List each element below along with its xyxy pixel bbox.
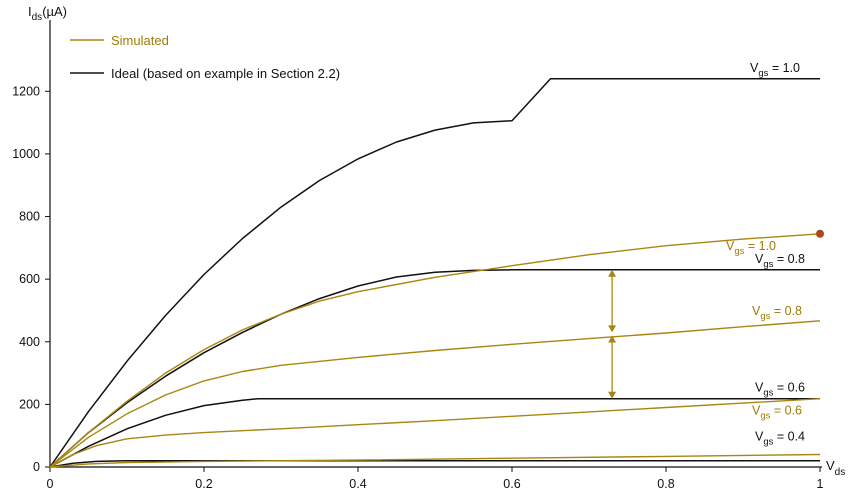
curve-label-value: = 0.8	[773, 252, 805, 266]
simulated-curve-vgs-0-6	[49, 398, 821, 468]
curve-label-subscript: gs	[760, 411, 770, 422]
curve-label-symbol: V	[755, 252, 764, 266]
x-tick-label: 1	[817, 477, 824, 491]
ideal-label-vgs-1: Vgs = 1.0	[750, 61, 800, 79]
x-axis-symbol: V	[826, 458, 835, 473]
simulated-label-vgs-0-8: Vgs = 0.8	[752, 304, 802, 322]
arrow-head-high-0	[608, 335, 617, 343]
y-tick-label: 800	[19, 210, 40, 224]
y-tick-label: 600	[19, 272, 40, 286]
simulated-curve-vgs-0-4	[49, 453, 821, 468]
curve-label-symbol: V	[755, 381, 764, 395]
curve-label-symbol: V	[755, 430, 764, 444]
curve-label-symbol: V	[752, 404, 761, 418]
y-axis-symbol: I	[28, 4, 32, 19]
simulated-label-vgs-1: Vgs = 1.0	[726, 239, 776, 257]
curve-label-value: = 0.4	[773, 430, 805, 444]
x-tick-label: 0.2	[195, 477, 212, 491]
y-tick-label: 0	[33, 460, 40, 474]
legend-label: Simulated	[111, 33, 169, 48]
curves	[49, 78, 821, 468]
arrow-head-high-1	[608, 269, 617, 277]
ideal-curve-vgs-0-6	[49, 397, 820, 468]
x-tick-label: 0.6	[503, 477, 520, 491]
curve-label-value: = 0.6	[773, 381, 805, 395]
curve-label-subscript: gs	[763, 388, 773, 399]
simulated-curve-vgs-1	[49, 233, 821, 468]
curve-label-subscript: gs	[763, 437, 773, 448]
curve-label-symbol: V	[752, 304, 761, 318]
curve-label-value: = 1.0	[768, 61, 800, 75]
curve-label-symbol: V	[750, 61, 759, 75]
ideal-curve-vgs-1	[49, 78, 820, 468]
y-tick-label: 400	[19, 335, 40, 349]
curve-label-value: = 1.0	[744, 239, 776, 253]
arrow-head-low-1	[608, 325, 617, 333]
x-axis-title: Vds	[826, 458, 845, 478]
curve-label-subscript: gs	[758, 68, 768, 79]
y-tick-label: 200	[19, 397, 40, 411]
y-axis-subscript: ds	[32, 12, 43, 23]
x-axis-subscript: ds	[835, 467, 846, 478]
y-tick-label: 1000	[12, 147, 40, 161]
arrow-head-low-0	[608, 391, 617, 399]
ideal-label-vgs-0-4: Vgs = 0.4	[755, 430, 805, 448]
ideal-label-vgs-0-6: Vgs = 0.6	[755, 381, 805, 399]
x-tick-label: 0	[47, 477, 54, 491]
simulated-label-vgs-0-6: Vgs = 0.6	[752, 404, 802, 422]
legend: Simulated Ideal (based on example in Sect…	[70, 33, 340, 81]
curve-label-subscript: gs	[734, 246, 744, 257]
curve-label-subscript: gs	[760, 311, 770, 322]
simulated-curve-vgs-0-8	[49, 320, 821, 468]
endpoint-marker	[816, 229, 824, 238]
curve-label-value: = 0.6	[770, 404, 802, 418]
legend-label: Ideal (based on example in Section 2.2)	[111, 66, 340, 81]
y-axis-unit: (µA)	[42, 4, 67, 19]
x-tick-label: 0.8	[657, 477, 674, 491]
ideal-label-vgs-0-8: Vgs = 0.8	[755, 252, 805, 270]
x-tick-label: 0.4	[349, 477, 366, 491]
curve-label-symbol: V	[726, 239, 735, 253]
ideal-curve-vgs-0-8	[49, 269, 820, 468]
curve-label-value: = 0.8	[770, 304, 802, 318]
y-tick-label: 1200	[12, 84, 40, 98]
curve-label-subscript: gs	[763, 259, 773, 270]
y-axis-title: Ids(µA)	[28, 4, 67, 23]
